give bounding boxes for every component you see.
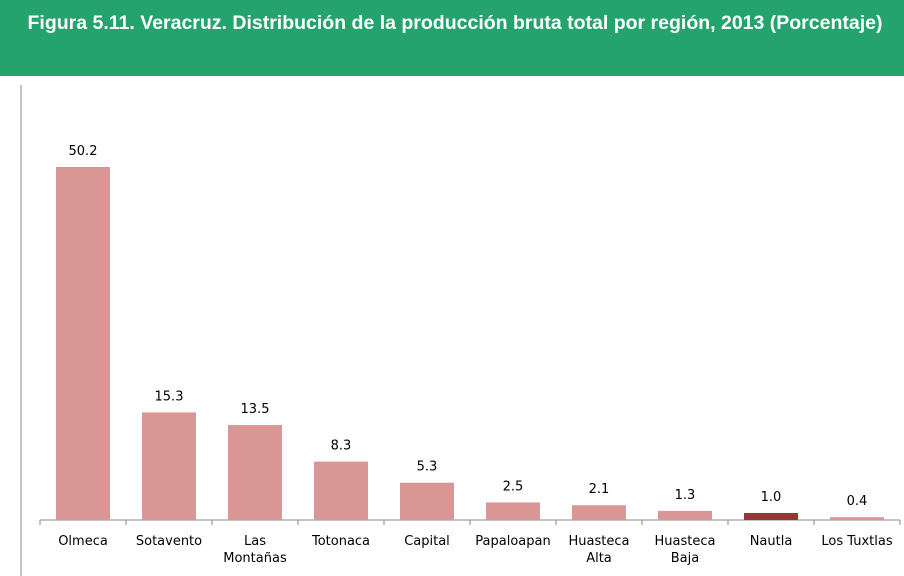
x-tick-label: Las Montañas	[223, 534, 287, 566]
data-label: 50.2	[69, 144, 98, 159]
data-label: 8.3	[331, 439, 352, 454]
data-label: 2.5	[503, 479, 524, 494]
bar	[486, 502, 540, 520]
chart-title: Figura 5.11. Veracruz. Distribución de l…	[27, 12, 883, 34]
data-label: 1.3	[675, 488, 696, 503]
bar	[56, 167, 110, 520]
x-tick-label: Totonaca	[311, 534, 371, 549]
x-tick-label: Olmeca	[58, 534, 108, 549]
x-tick-label: Nautla	[749, 534, 793, 549]
x-tick-label: Huasteca Baja	[654, 534, 716, 566]
title-banner: Figura 5.11. Veracruz. Distribución de l…	[0, 0, 904, 76]
bar	[572, 505, 626, 520]
data-label: 1.0	[761, 490, 782, 505]
data-label: 13.5	[241, 402, 270, 417]
data-label: 0.4	[847, 494, 868, 509]
x-tick-label: Capital	[404, 534, 450, 549]
bar	[830, 517, 884, 520]
x-tick-label: Huasteca Alta	[568, 534, 630, 566]
bar	[400, 482, 454, 520]
bar	[658, 510, 712, 520]
bar	[744, 512, 798, 520]
bar	[228, 425, 282, 520]
x-tick-label: Los Tuxtlas	[821, 534, 893, 549]
data-label: 15.3	[155, 389, 184, 404]
x-tick-label: Papaloapan	[475, 534, 551, 549]
x-tick-label: Sotavento	[135, 534, 203, 549]
bar	[314, 461, 368, 520]
bar	[142, 412, 196, 520]
data-label: 5.3	[417, 460, 438, 475]
data-label: 2.1	[589, 482, 610, 497]
